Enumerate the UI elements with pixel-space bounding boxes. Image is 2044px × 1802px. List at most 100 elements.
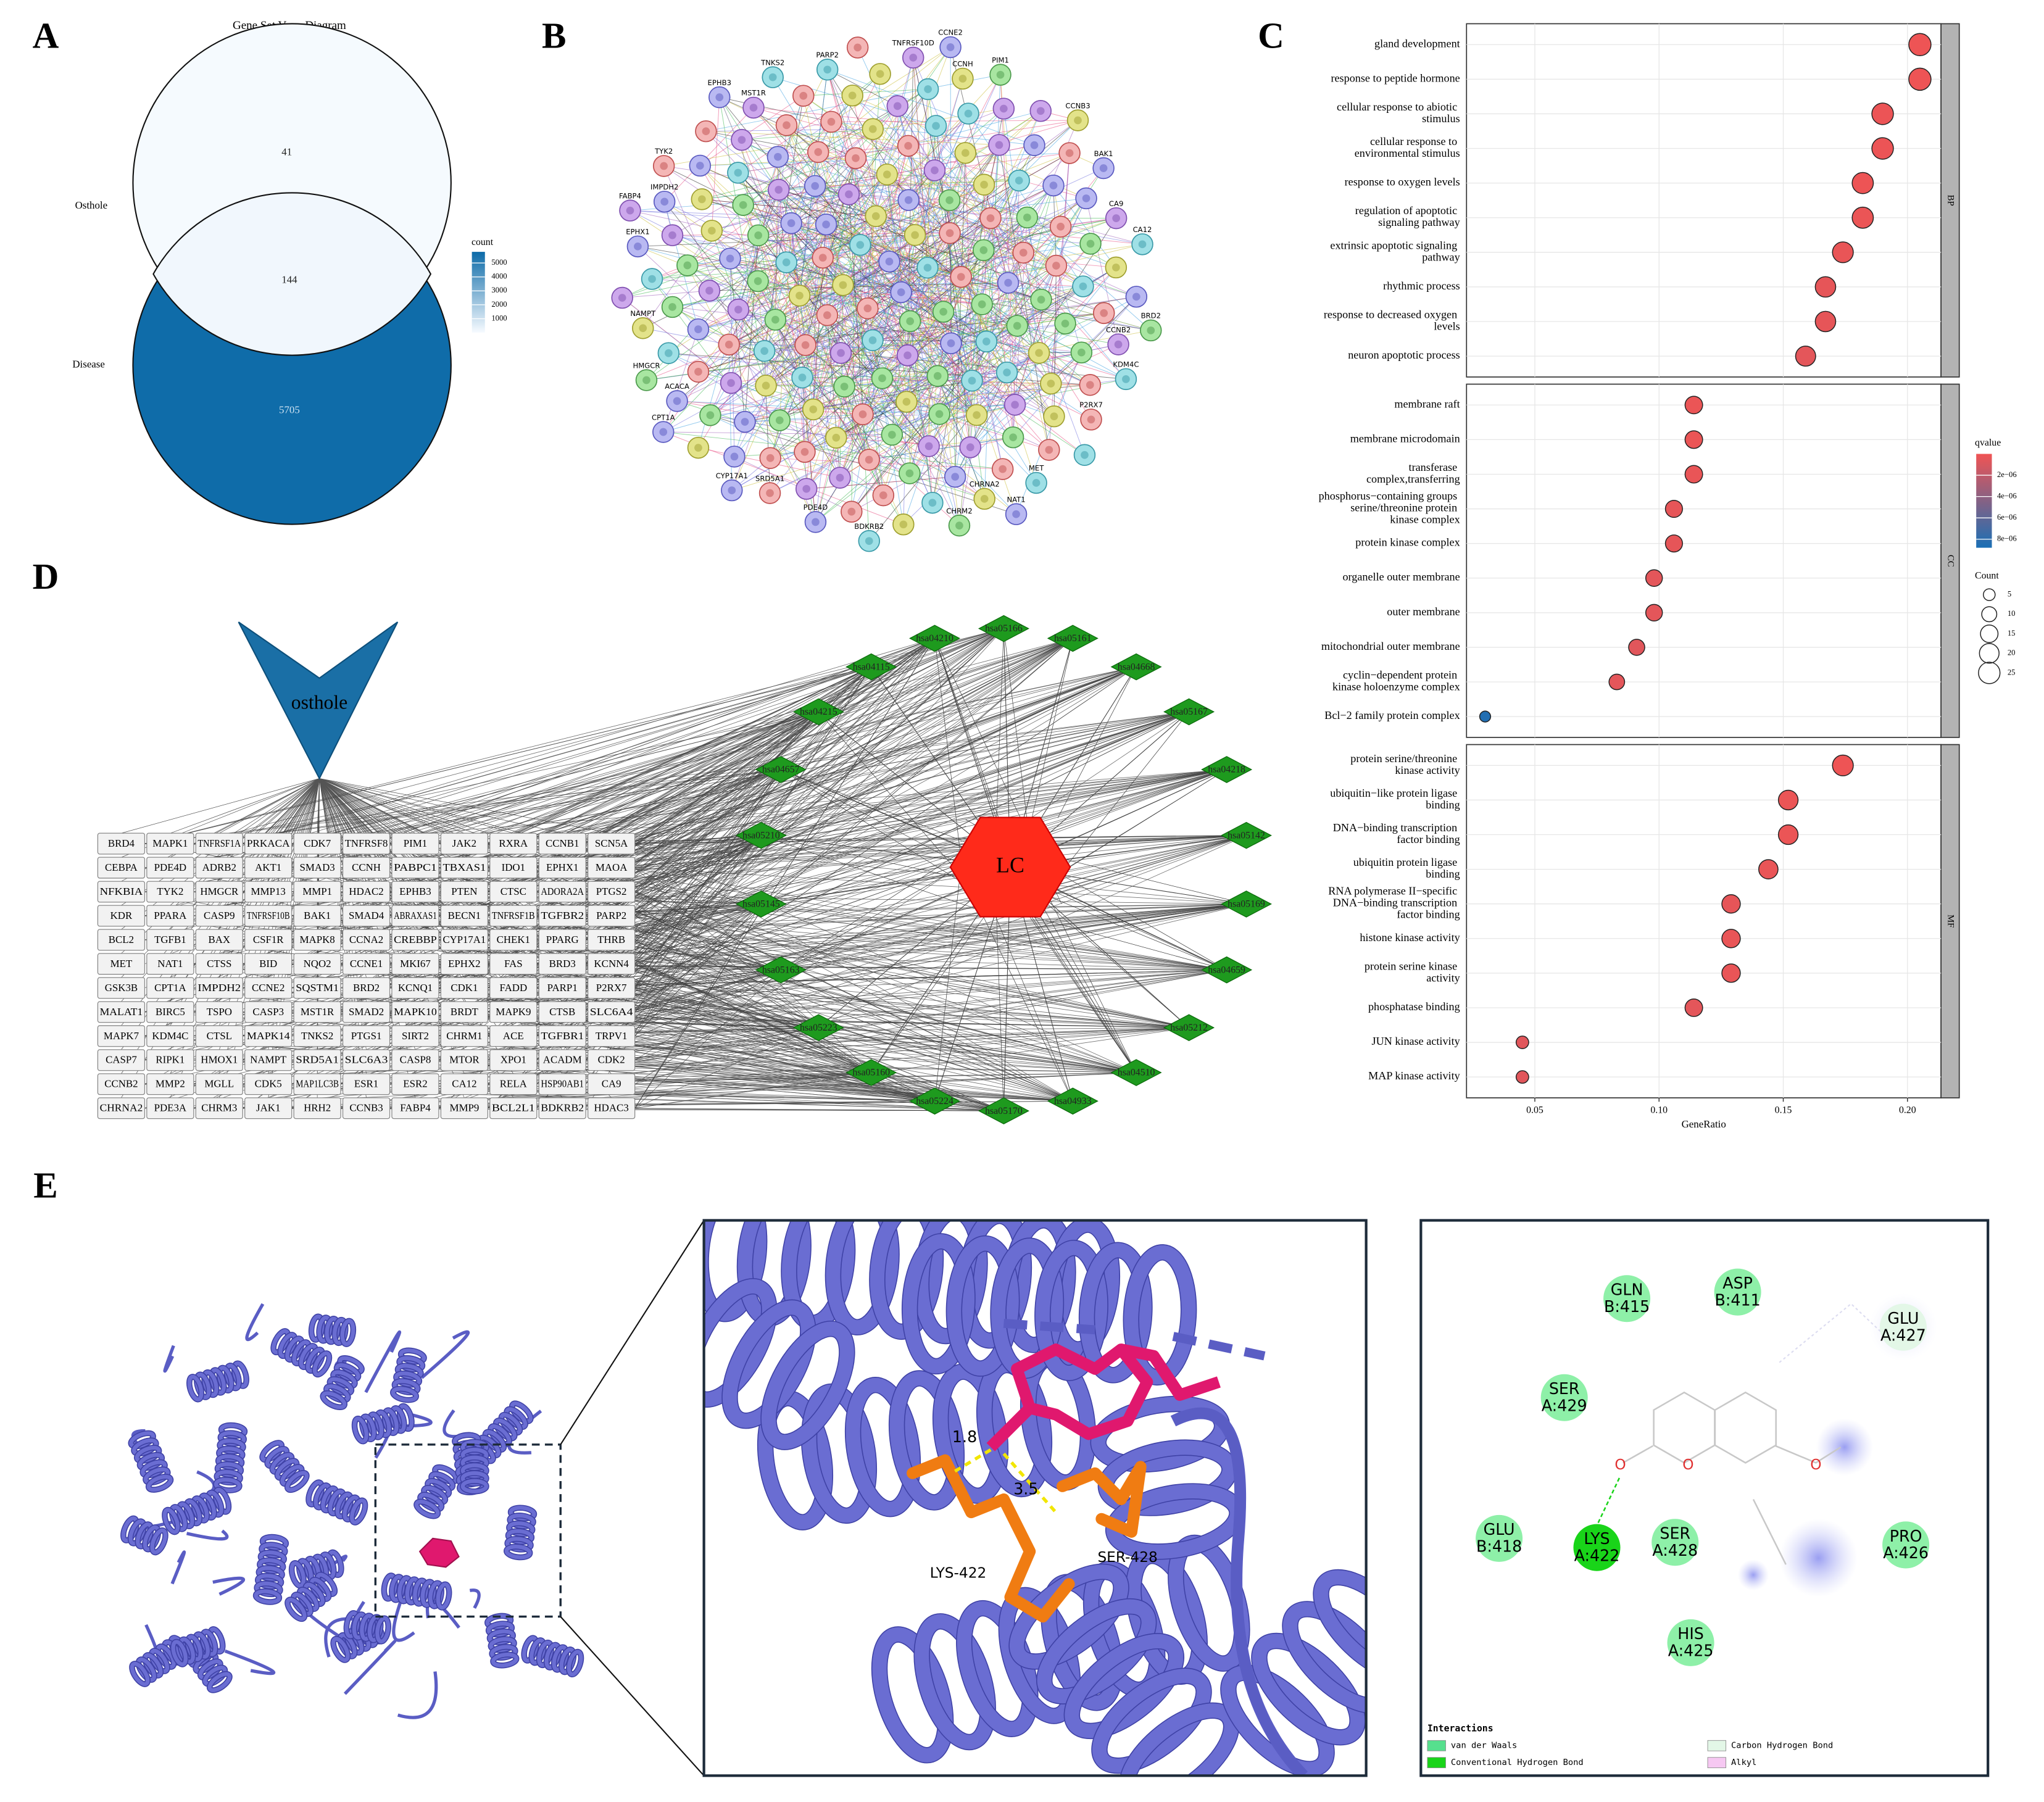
ppi-node-core (839, 281, 847, 289)
category-label: protein serine kinase activity (1365, 960, 1460, 984)
ppi-node-core (749, 104, 758, 112)
edge (1003, 628, 1030, 839)
legend-title: Count (1975, 571, 1999, 581)
target-box (440, 977, 489, 999)
residue-label: LYS-422 (930, 1564, 986, 1581)
helix-turn (1065, 1634, 1184, 1738)
ppi-label: CA9 (1109, 199, 1123, 208)
target-label: PDE4D (154, 862, 187, 873)
target-label: CA12 (452, 1078, 476, 1090)
edge (634, 835, 1247, 1109)
residue-disc (1573, 1524, 1621, 1571)
ppi-edge (664, 107, 754, 202)
ppi-edge (742, 205, 776, 320)
ppi-node-core (1122, 375, 1130, 383)
helix-turn (761, 1321, 854, 1450)
ppi-node-core (966, 443, 974, 452)
ppi-edge (961, 265, 1057, 278)
target-box (195, 1001, 243, 1023)
protein-closeup: 1.8 3.5 LYS-422 SER-428 (704, 1220, 1366, 1776)
target-box (489, 1073, 538, 1095)
target-label: BCL2 (109, 934, 134, 945)
size-label: 5 (2008, 590, 2011, 599)
size-key (1979, 643, 2000, 664)
ppi-edge (770, 286, 1084, 459)
ppi-node-core (986, 214, 995, 222)
target-box (146, 1049, 194, 1071)
edge (634, 638, 935, 1108)
pathway-label: hsa05142 (1228, 830, 1265, 841)
ppi-node-core (906, 317, 915, 325)
target-label: MAPK8 (300, 934, 335, 945)
ppi-edge (839, 378, 883, 478)
ppi-edge (668, 352, 883, 379)
ppi-node-core (1057, 222, 1065, 231)
ppi-node-core (878, 374, 886, 383)
colorbar-label: 6e−06 (1997, 513, 2017, 521)
ppi-label: TNFRSF10D (892, 39, 934, 48)
ppi-node-core (823, 311, 831, 320)
loop (364, 1331, 402, 1393)
residue-name: GLN (1611, 1281, 1643, 1299)
category-label: gland development (1374, 37, 1460, 49)
pathway-node (1220, 891, 1272, 918)
category-label: membrane raft (1394, 397, 1460, 410)
target-box (195, 977, 243, 999)
ppi-node-core (1112, 214, 1120, 222)
pathway-node (1163, 698, 1215, 726)
ppi-node-core (888, 431, 896, 439)
target-label: CCNA2 (349, 934, 383, 945)
edge (586, 769, 1227, 965)
facet-strip (1940, 744, 1960, 1098)
pathway-label: hsa04668 (1118, 662, 1155, 672)
label-line: protein serine kinase (1365, 960, 1460, 973)
ppi-edge (729, 218, 1116, 345)
residue-chain: A:422 (1574, 1546, 1620, 1564)
helix-turn (214, 1477, 242, 1493)
label-line: RNA polymerase II−specific (1328, 885, 1460, 897)
dot (1908, 33, 1932, 56)
category-label: cellular response to abiotic stimulus (1337, 101, 1460, 125)
target-box (587, 1049, 636, 1071)
target-box (244, 857, 293, 879)
label-line: binding (1426, 799, 1460, 811)
ppi-edge (622, 262, 787, 299)
ppi-node-core (995, 141, 1003, 149)
target-box (587, 905, 636, 927)
target-label: RXRA (499, 837, 528, 849)
size-key (1981, 606, 1998, 623)
pathway-node (792, 698, 844, 726)
target-label: KCNQ1 (398, 982, 433, 994)
ppi-node-core (1100, 309, 1108, 317)
colorbar-label: 4000 (491, 272, 507, 281)
target-label: BAX (208, 934, 230, 945)
ppi-node-core (847, 507, 856, 516)
label-line: neuron apoptotic process (1348, 349, 1460, 361)
distance-label: 1.8 (952, 1427, 977, 1446)
ppi-node-core (999, 465, 1007, 473)
ppi-edge (981, 226, 1061, 305)
ppi-edge (849, 89, 928, 195)
helix-turn (1037, 1599, 1156, 1704)
label-line: kinase holoenzyme complex (1332, 681, 1460, 693)
distance-label: 3.5 (1013, 1480, 1038, 1498)
residue-chain: A:426 (1883, 1543, 1929, 1562)
zoom-connector (560, 1616, 705, 1777)
target-box (391, 1025, 439, 1047)
target-box (391, 1097, 439, 1119)
ppi-edge (638, 246, 814, 410)
dot (1832, 754, 1854, 776)
ppi-edge (815, 146, 909, 522)
target-label: TGFBR2 (541, 910, 584, 921)
target-label: CASP3 (252, 1006, 284, 1018)
ppi-edge (976, 267, 1116, 415)
ppi-node-core (706, 411, 715, 420)
ppi-edge (927, 144, 1000, 268)
edge (389, 712, 819, 844)
residue-disc (1476, 1514, 1523, 1562)
pathway-node (1201, 956, 1253, 984)
ppi-edge (831, 47, 951, 122)
edge (634, 1036, 935, 1102)
label-line: phosphatase binding (1368, 1000, 1460, 1013)
